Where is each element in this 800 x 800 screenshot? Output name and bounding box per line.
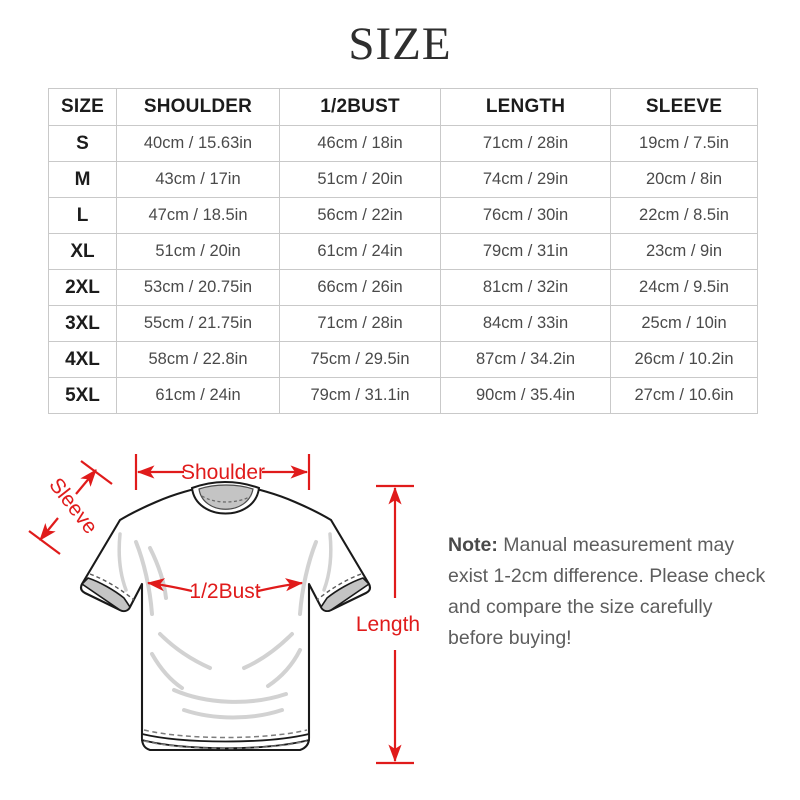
cell-sleeve: 26cm / 10.2in xyxy=(610,341,758,378)
cell-shoulder: 47cm / 18.5in xyxy=(116,197,280,234)
tshirt-left-sleeve-cuff xyxy=(80,577,131,612)
cell-sleeve: 20cm / 8in xyxy=(610,161,758,198)
table-header-row: SIZE SHOULDER 1/2BUST LENGTH SLEEVE xyxy=(48,88,758,126)
table-row: S 40cm / 15.63in 46cm / 18in 71cm / 28in… xyxy=(48,125,758,162)
measurement-note: Note: Manual measurement may exist 1-2cm… xyxy=(448,530,768,654)
tshirt-body-outline xyxy=(79,484,372,752)
cell-size: 2XL xyxy=(48,269,117,306)
table-row: 2XL 53cm / 20.75in 66cm / 26in 81cm / 32… xyxy=(48,269,758,306)
cell-length: 81cm / 32in xyxy=(440,269,611,306)
table-row: 3XL 55cm / 21.75in 71cm / 28in 84cm / 33… xyxy=(48,305,758,342)
cell-shoulder: 53cm / 20.75in xyxy=(116,269,280,306)
cell-size: 3XL xyxy=(48,305,117,342)
cell-sleeve: 19cm / 7.5in xyxy=(610,125,758,162)
table-row: XL 51cm / 20in 61cm / 24in 79cm / 31in 2… xyxy=(48,233,758,270)
tshirt-diagram-svg: Shoulder Sleeve 1/2Bust xyxy=(28,454,420,765)
note-text: Manual measurement may exist 1-2cm diffe… xyxy=(448,534,766,649)
cell-sleeve: 22cm / 8.5in xyxy=(610,197,758,234)
cell-length: 79cm / 31in xyxy=(440,233,611,270)
note-label: Note: xyxy=(448,534,498,556)
table-row: 5XL 61cm / 24in 79cm / 31.1in 90cm / 35.… xyxy=(48,377,758,414)
bust-arrow-left xyxy=(146,578,193,593)
cell-bust: 51cm / 20in xyxy=(279,161,441,198)
cell-size: S xyxy=(48,125,117,162)
cell-bust: 66cm / 26in xyxy=(279,269,441,306)
sleeve-arrow-lower xyxy=(39,517,59,541)
cell-sleeve: 27cm / 10.6in xyxy=(610,377,758,414)
cell-length: 74cm / 29in xyxy=(440,161,611,198)
column-header-bust: 1/2BUST xyxy=(279,88,441,126)
length-measurement-annotation: Length xyxy=(356,484,420,765)
cell-length: 71cm / 28in xyxy=(440,125,611,162)
cell-length: 87cm / 34.2in xyxy=(440,341,611,378)
cell-shoulder: 61cm / 24in xyxy=(116,377,280,414)
bust-measurement-annotation: 1/2Bust xyxy=(146,578,304,603)
size-table: SIZE SHOULDER 1/2BUST LENGTH SLEEVE S 40… xyxy=(48,88,758,414)
cell-bust: 75cm / 29.5in xyxy=(279,341,441,378)
tshirt-illustration xyxy=(79,480,372,752)
cell-size: M xyxy=(48,161,117,198)
tshirt-bottom-hem-stitch xyxy=(143,729,308,739)
measurement-diagram: Shoulder Sleeve 1/2Bust xyxy=(0,430,800,800)
tshirt-fabric-shading xyxy=(134,540,318,720)
table-row: M 43cm / 17in 51cm / 20in 74cm / 29in 20… xyxy=(48,161,758,198)
tshirt-bottom-hem-stitch-2 xyxy=(143,740,308,750)
cell-bust: 56cm / 22in xyxy=(279,197,441,234)
bust-label: 1/2Bust xyxy=(189,580,260,603)
sleeve-arrow-upper xyxy=(75,469,97,495)
sleeve-tick-upper xyxy=(80,460,113,485)
cell-shoulder: 55cm / 21.75in xyxy=(116,305,280,342)
column-header-sleeve: SLEEVE xyxy=(610,88,758,126)
cell-shoulder: 40cm / 15.63in xyxy=(116,125,280,162)
bust-arrow-right xyxy=(257,578,304,593)
column-header-shoulder: SHOULDER xyxy=(116,88,280,126)
cell-length: 90cm / 35.4in xyxy=(440,377,611,414)
table-body: S 40cm / 15.63in 46cm / 18in 71cm / 28in… xyxy=(48,125,758,414)
sleeve-label: Sleeve xyxy=(44,474,102,539)
cell-size: L xyxy=(48,197,117,234)
page-title: SIZE xyxy=(348,18,452,70)
table-row: L 47cm / 18.5in 56cm / 22in 76cm / 30in … xyxy=(48,197,758,234)
cell-shoulder: 58cm / 22.8in xyxy=(116,341,280,378)
column-header-size: SIZE xyxy=(48,88,117,126)
shoulder-measurement-annotation: Shoulder xyxy=(134,454,311,490)
cell-size: 4XL xyxy=(48,341,117,378)
column-header-length: LENGTH xyxy=(440,88,611,126)
sleeve-tick-lower xyxy=(28,530,61,555)
cell-bust: 46cm / 18in xyxy=(279,125,441,162)
tshirt-sleeve-shading xyxy=(117,532,333,592)
cell-size: 5XL xyxy=(48,377,117,414)
sleeve-measurement-annotation: Sleeve xyxy=(28,460,113,555)
tshirt-neck-inner-shade xyxy=(198,484,254,510)
cell-shoulder: 51cm / 20in xyxy=(116,233,280,270)
cell-length: 84cm / 33in xyxy=(440,305,611,342)
table-header: SIZE SHOULDER 1/2BUST LENGTH SLEEVE xyxy=(48,88,758,126)
cell-length: 76cm / 30in xyxy=(440,197,611,234)
tshirt-collar-stitch xyxy=(201,495,252,503)
cell-shoulder: 43cm / 17in xyxy=(116,161,280,198)
cell-bust: 61cm / 24in xyxy=(279,233,441,270)
table-row: 4XL 58cm / 22.8in 75cm / 29.5in 87cm / 3… xyxy=(48,341,758,378)
cell-size: XL xyxy=(48,233,117,270)
cell-sleeve: 25cm / 10in xyxy=(610,305,758,342)
tshirt-right-sleeve-cuff xyxy=(320,577,371,612)
length-label: Length xyxy=(356,613,420,636)
cell-sleeve: 23cm / 9in xyxy=(610,233,758,270)
cell-sleeve: 24cm / 9.5in xyxy=(610,269,758,306)
cell-bust: 71cm / 28in xyxy=(279,305,441,342)
shoulder-label: Shoulder xyxy=(181,461,265,484)
cell-bust: 79cm / 31.1in xyxy=(279,377,441,414)
